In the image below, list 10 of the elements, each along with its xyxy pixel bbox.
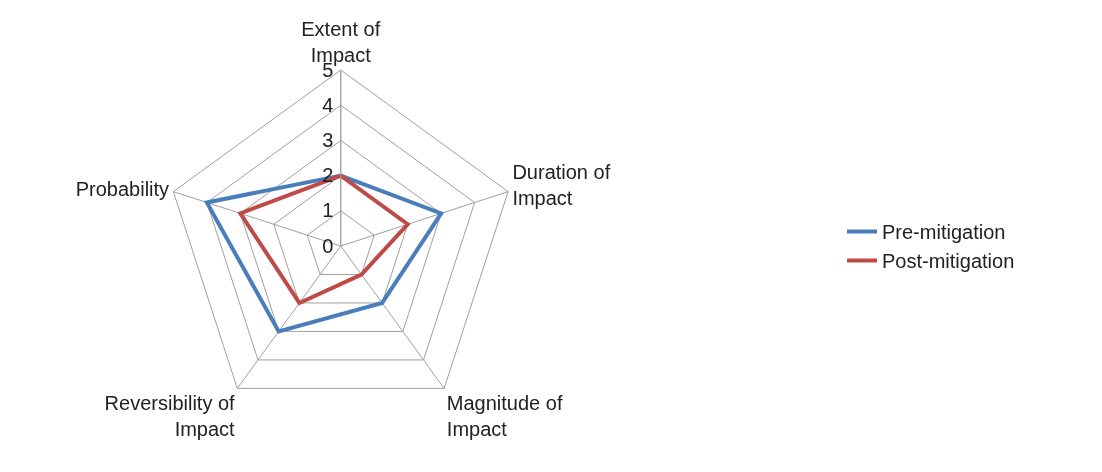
y-tick-label: 4 [322, 93, 334, 116]
spoke-label: Reversibility of Impact [104, 391, 236, 440]
spoke-label: Magnitude of Impact [446, 391, 563, 440]
legend-label: Post-mitigation [882, 250, 1015, 273]
spoke-label: Duration of Impact [512, 160, 611, 209]
spoke-label: Probability [75, 177, 170, 200]
legend-label: Pre-mitigation [882, 221, 1006, 244]
y-tick-label: 3 [322, 128, 334, 151]
y-tick-label: 1 [322, 199, 334, 222]
y-tick-label: 0 [322, 234, 334, 257]
